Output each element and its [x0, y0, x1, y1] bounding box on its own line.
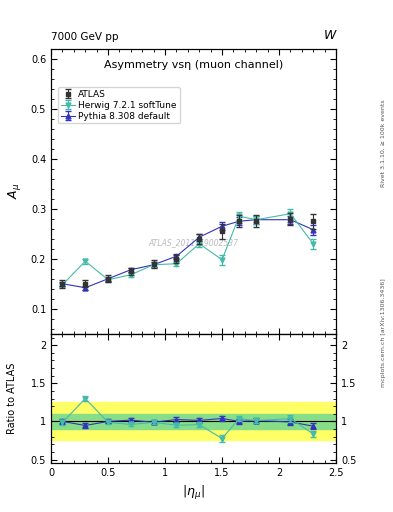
- Text: 7000 GeV pp: 7000 GeV pp: [51, 32, 119, 42]
- Text: Rivet 3.1.10, ≥ 100k events: Rivet 3.1.10, ≥ 100k events: [381, 99, 386, 187]
- Text: mcplots.cern.ch [arXiv:1306.3436]: mcplots.cern.ch [arXiv:1306.3436]: [381, 279, 386, 387]
- X-axis label: $|\eta_{\mu}|$: $|\eta_{\mu}|$: [182, 484, 205, 502]
- Y-axis label: Ratio to ATLAS: Ratio to ATLAS: [7, 363, 17, 434]
- Text: Asymmetry vsη (muon channel): Asymmetry vsη (muon channel): [104, 60, 283, 70]
- Y-axis label: $A_{\mu}$: $A_{\mu}$: [6, 183, 23, 199]
- Text: W: W: [324, 29, 336, 42]
- Bar: [51, 414, 336, 429]
- Legend: ATLAS, Herwig 7.2.1 softTune, Pythia 8.308 default: ATLAS, Herwig 7.2.1 softTune, Pythia 8.3…: [59, 88, 180, 123]
- Text: ATLAS_2011_S9002537: ATLAS_2011_S9002537: [149, 238, 239, 247]
- Bar: [51, 402, 336, 440]
